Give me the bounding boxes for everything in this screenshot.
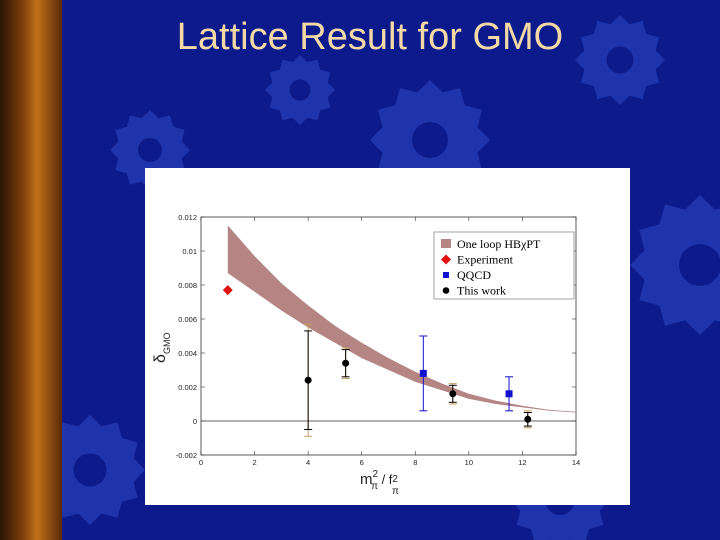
legend-square-marker [443,272,449,278]
this-work-point [304,376,312,384]
qqcd-point [505,390,513,398]
x-tick-label: 12 [518,458,526,467]
chart-panel: 0 2 4 6 8 10 12 14 -0.002 0 0.002 0.004 0.006 0.008 0.… [145,168,630,505]
legend-label: QQCD [457,268,491,282]
legend-label: This work [457,284,506,298]
svg-text:GMO: GMO [162,333,172,355]
gear-icon [575,15,665,105]
x-tick-label: 10 [465,458,473,467]
experiment-point [222,285,233,296]
x-tick-label: 6 [360,458,364,467]
x-tick-label: 8 [413,458,417,467]
hbchpt-band [227,225,577,413]
x-tick-label: 14 [572,458,580,467]
legend-label: One loop HBχPT [457,237,541,251]
gear-icon [265,55,335,125]
y-tick-label: 0.006 [178,315,197,324]
legend-diamond-marker [441,254,451,265]
legend-circle-marker [442,287,450,294]
gear-icon [35,415,145,525]
x-tick-label: 4 [306,458,310,467]
x-tick-label: 2 [252,458,256,467]
qqcd-point [419,369,427,377]
x-axis-label: m2 π / f2 π [360,469,399,497]
legend-band-swatch [441,239,451,248]
decorative-left-strip [0,0,62,540]
x-tick-label: 0 [199,458,203,467]
this-work-point [342,359,350,367]
this-work-point [449,390,457,398]
chart: 0 2 4 6 8 10 12 14-0.00200.0020.0040.0060.0080.… [152,213,580,497]
y-tick-label: 0.012 [178,213,197,222]
gear-icon [630,195,720,335]
y-tick-label: 0.01 [182,247,197,256]
plot-frame [200,216,577,456]
legend-label: Experiment [457,253,514,267]
legend-box [433,231,575,300]
y-tick-label: 0.002 [178,383,197,392]
y-tick-label: 0.004 [178,349,197,358]
this-work-point [524,415,532,423]
svg-text:δ: δ [152,354,169,363]
y-tick-label: 0 [193,417,197,426]
slide-title: Lattice Result for GMO [176,16,564,58]
y-tick-label: 0.008 [178,281,197,290]
y-tick-label: -0.002 [176,451,197,460]
